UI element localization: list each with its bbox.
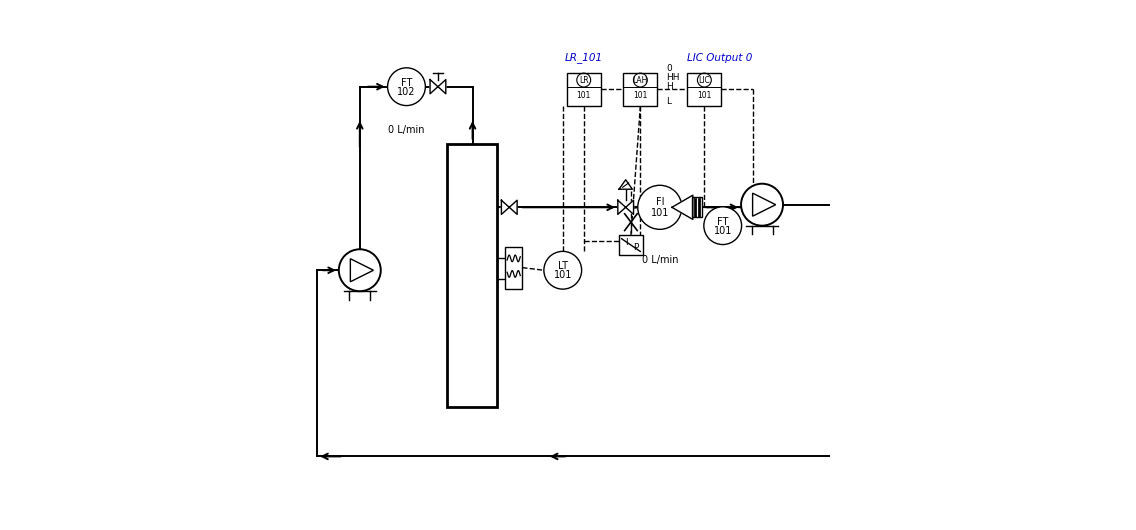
Bar (567, 73, 601, 106)
Bar (624, 73, 658, 106)
Text: HH: HH (666, 73, 679, 82)
Text: LT: LT (558, 261, 568, 271)
Text: P: P (633, 243, 638, 252)
Text: 102: 102 (398, 86, 416, 96)
Text: LIC: LIC (699, 76, 710, 85)
Text: FT: FT (717, 217, 728, 226)
Text: 101: 101 (633, 91, 648, 100)
Text: 0 L/min: 0 L/min (642, 254, 678, 264)
Text: L: L (666, 97, 671, 106)
Circle shape (339, 249, 381, 291)
Text: H: H (666, 82, 673, 91)
Bar (692, 197, 702, 217)
Polygon shape (619, 180, 633, 189)
Polygon shape (671, 195, 693, 219)
Text: 101: 101 (577, 91, 591, 100)
Text: 101: 101 (713, 226, 732, 235)
Text: 0: 0 (666, 64, 671, 73)
Text: LIC Output 0: LIC Output 0 (687, 54, 753, 64)
Circle shape (544, 251, 582, 289)
Polygon shape (618, 200, 634, 215)
Polygon shape (501, 200, 517, 215)
Text: 101: 101 (698, 91, 711, 100)
Circle shape (741, 184, 783, 226)
Circle shape (387, 68, 425, 105)
Bar (619, 235, 643, 255)
Polygon shape (431, 80, 445, 94)
Circle shape (704, 207, 742, 244)
Text: FT: FT (401, 77, 412, 87)
Text: 101: 101 (553, 270, 571, 280)
Bar (506, 246, 523, 289)
Text: FI: FI (655, 198, 665, 207)
Text: LR: LR (579, 76, 588, 85)
Text: I: I (626, 238, 628, 247)
Text: 101: 101 (651, 208, 669, 218)
Bar (448, 144, 498, 407)
Text: LAH: LAH (633, 76, 648, 85)
Text: 0 L/min: 0 L/min (389, 126, 425, 136)
Text: LR_101: LR_101 (565, 52, 603, 64)
Bar (687, 73, 721, 106)
Circle shape (637, 186, 682, 229)
